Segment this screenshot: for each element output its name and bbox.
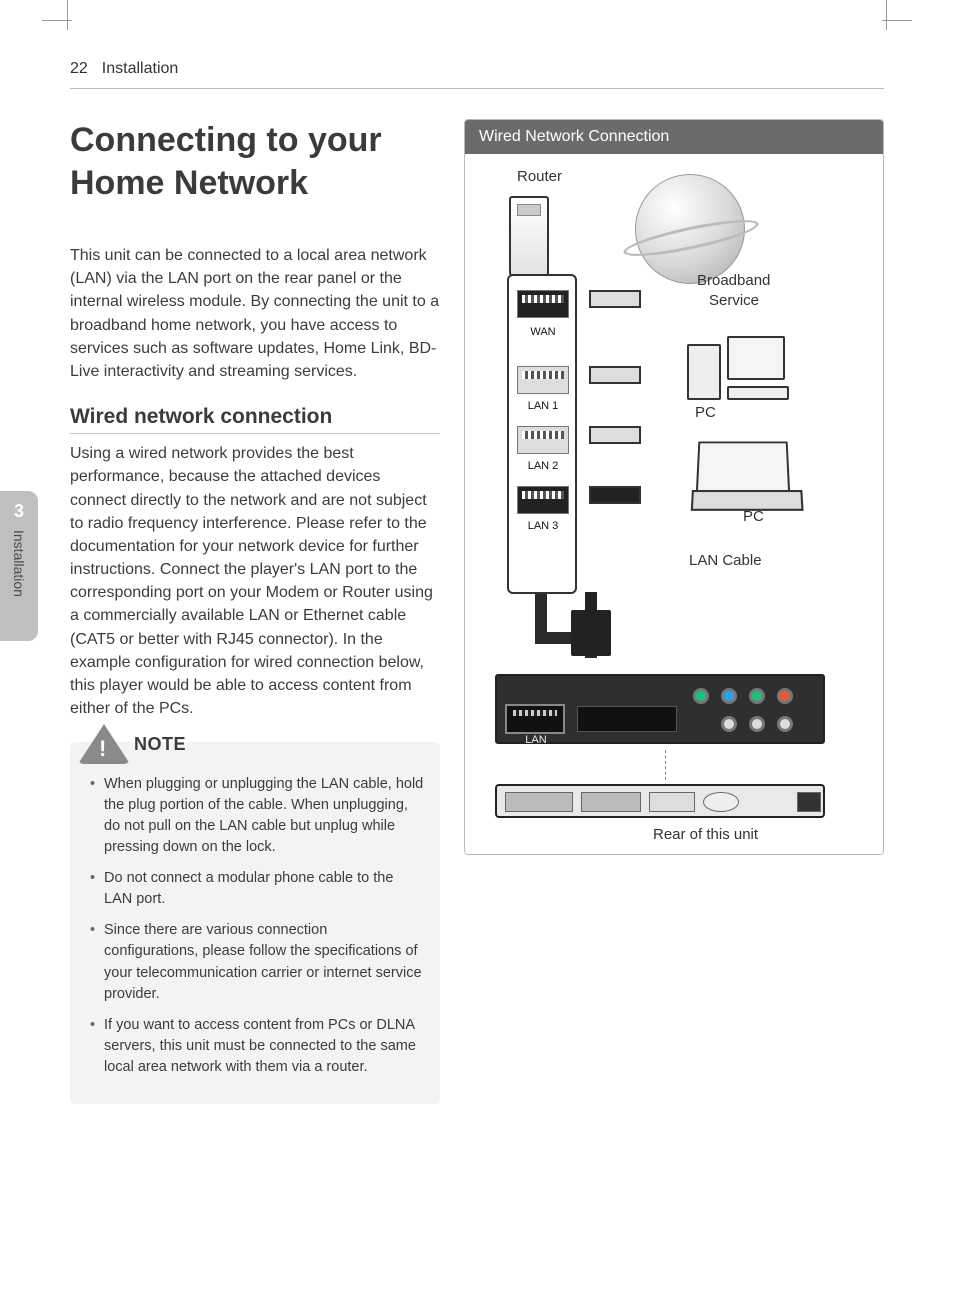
- cable-icon: [535, 594, 547, 634]
- note-item: Since there are various connection confi…: [86, 920, 424, 1004]
- port-lan2: [517, 426, 569, 454]
- intro-paragraph: This unit can be connected to a local ar…: [70, 244, 440, 383]
- page-title: Connecting to your Home Network: [70, 119, 440, 204]
- lan-port-icon: [505, 704, 565, 734]
- router-ports-panel: [507, 274, 577, 594]
- label-lan-port: LAN: [521, 734, 551, 746]
- label-lan1: LAN 1: [523, 400, 563, 412]
- diagram-body: Router WAN LAN 1 LAN 2 LAN 3 Broadband S…: [465, 154, 883, 854]
- label-pc1: PC: [695, 404, 716, 421]
- plug-icon: [589, 366, 641, 384]
- label-lan2: LAN 2: [523, 460, 563, 472]
- rca-green-icon: [693, 688, 709, 704]
- rca-red-icon: [777, 688, 793, 704]
- page-number: 22: [70, 60, 88, 78]
- globe-icon: [635, 174, 745, 284]
- note-list: When plugging or unplugging the LAN cabl…: [86, 774, 424, 1077]
- label-broadband2: Service: [709, 292, 759, 309]
- pc-tower-icon: [687, 344, 721, 400]
- port-lan3: [517, 486, 569, 514]
- section-body: Using a wired network provides the best …: [70, 442, 440, 720]
- lan-plug-icon: [571, 610, 611, 656]
- note-item: If you want to access content from PCs o…: [86, 1015, 424, 1078]
- page-header: 22 Installation: [70, 60, 884, 89]
- label-lan-cable: LAN Cable: [689, 552, 762, 569]
- diagram-panel: Wired Network Connection Router WAN LAN …: [464, 119, 884, 855]
- note-item: When plugging or unplugging the LAN cabl…: [86, 774, 424, 858]
- plug-icon: [589, 290, 641, 308]
- note-item: Do not connect a modular phone cable to …: [86, 868, 424, 910]
- side-tab-number: 3: [14, 501, 24, 522]
- left-column: 3 Installation Connecting to your Home N…: [70, 119, 440, 1104]
- label-wan: WAN: [523, 326, 563, 338]
- label-pc2: PC: [743, 508, 764, 525]
- side-tab-label: Installation: [11, 530, 27, 597]
- side-tab: 3 Installation: [0, 491, 38, 641]
- device-back-panel: LAN: [495, 674, 825, 744]
- monitor-icon: [727, 336, 785, 380]
- rca-green-icon: [749, 688, 765, 704]
- rca-white-icon: [749, 716, 765, 732]
- chapter-title: Installation: [102, 60, 179, 78]
- port-lan1: [517, 366, 569, 394]
- label-router: Router: [517, 168, 562, 185]
- note-box: NOTE When plugging or unplugging the LAN…: [70, 742, 440, 1103]
- rca-white-icon: [777, 716, 793, 732]
- right-column: Wired Network Connection Router WAN LAN …: [464, 119, 884, 1104]
- rca-white-icon: [721, 716, 737, 732]
- note-label: NOTE: [134, 734, 186, 755]
- note-badge: NOTE: [78, 724, 424, 764]
- label-broadband1: Broadband: [697, 272, 770, 289]
- label-lan3: LAN 3: [523, 520, 563, 532]
- unit-rear-icon: [495, 784, 825, 818]
- rca-blue-icon: [721, 688, 737, 704]
- hdmi-slot-icon: [577, 706, 677, 732]
- diagram-title: Wired Network Connection: [465, 120, 883, 154]
- laptop-icon: [696, 441, 791, 498]
- plug-icon: [589, 486, 641, 504]
- section-heading: Wired network connection: [70, 405, 440, 434]
- connector-line: [665, 750, 666, 780]
- plug-icon: [589, 426, 641, 444]
- port-wan: [517, 290, 569, 318]
- label-rear: Rear of this unit: [653, 826, 758, 843]
- keyboard-icon: [727, 386, 789, 400]
- router-icon: [509, 196, 549, 276]
- warning-icon: [78, 724, 130, 764]
